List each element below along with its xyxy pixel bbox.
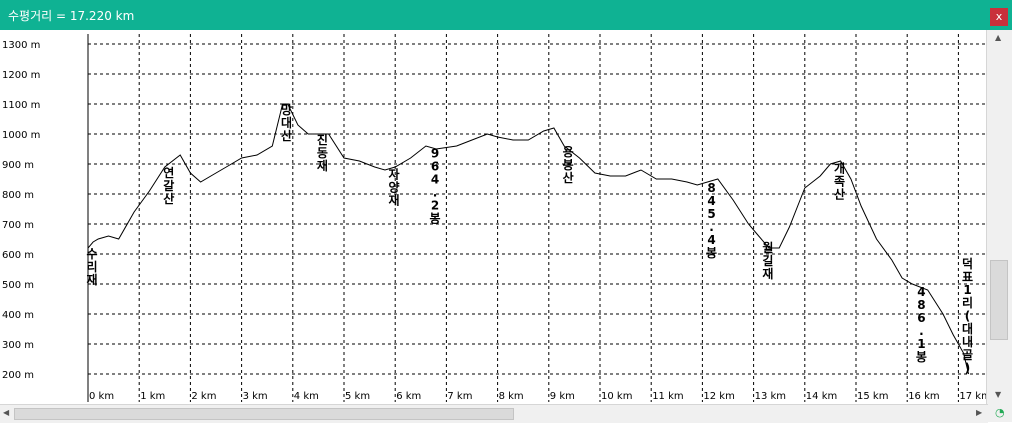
horizontal-scrollbar[interactable]: ◀ ▶ [0, 404, 988, 423]
window-title: 수평거리 = 17.220 km [8, 9, 135, 23]
x-tick-label: 4 km [294, 391, 319, 402]
x-tick-label: 3 km [243, 391, 268, 402]
y-tick-label: 200 m [2, 370, 34, 381]
y-tick-labels: 1300 m 1200 m 1100 m 1000 m 900 m 800 m 700 m 6… [2, 40, 40, 381]
x-tick-label: 2 km [191, 391, 216, 402]
x-tick-labels: 0 km 1 km 2 km 3 km 4 km 5 km 6 km 7 km 8 km 9 km… [89, 391, 988, 402]
x-tick-label: 6 km [396, 391, 421, 402]
size-grip: ◔ [988, 404, 1012, 422]
scroll-left-icon[interactable]: ◀ [3, 408, 10, 417]
x-tick-label: 17 km [959, 391, 988, 402]
x-tick-label: 9 km [550, 391, 575, 402]
x-tick-label: 8 km [499, 391, 524, 402]
x-tick-label: 16 km [908, 391, 939, 402]
scroll-up-icon[interactable]: ▲ [995, 33, 1002, 42]
x-tick-label: 11 km [652, 391, 683, 402]
x-tick-label: 13 km [755, 391, 786, 402]
y-tick-label: 900 m [2, 160, 34, 171]
y-tick-label: 800 m [2, 190, 34, 201]
elevation-line [87, 103, 970, 402]
x-tick-label: 5 km [345, 391, 370, 402]
y-tick-label: 600 m [2, 250, 34, 261]
peak-annotation: 덕 표 1 리(대 내 골) [962, 256, 973, 375]
y-tick-label: 1000 m [2, 130, 40, 141]
scroll-right-icon[interactable]: ▶ [976, 408, 983, 417]
y-tick-label: 400 m [2, 310, 34, 321]
vertical-scroll-thumb[interactable] [990, 260, 1008, 340]
y-tick-label: 300 m [2, 340, 34, 351]
y-tick-label: 1200 m [2, 70, 40, 81]
horizontal-scroll-thumb[interactable] [14, 408, 514, 420]
grid [87, 34, 985, 402]
vertical-scrollbar[interactable]: ▲ ▼ [986, 30, 1012, 404]
elevation-profile-chart: 1300 m 1200 m 1100 m 1000 m 900 m 800 m 700 m 6… [0, 30, 988, 402]
globe-icon: ◔ [995, 406, 1005, 419]
title-bar: 수평거리 = 17.220 km x [0, 0, 1012, 30]
x-tick-label: 15 km [857, 391, 888, 402]
x-tick-label: 14 km [806, 391, 837, 402]
x-tick-label: 7 km [447, 391, 472, 402]
x-tick-label: 12 km [703, 391, 734, 402]
x-tick-label: 1 km [140, 391, 165, 402]
x-tick-label: 10 km [601, 391, 632, 402]
y-tick-label: 1100 m [2, 100, 40, 111]
y-tick-label: 700 m [2, 220, 34, 231]
x-tick-label: 0 km [89, 391, 114, 402]
series [87, 103, 970, 402]
y-tick-label: 1300 m [2, 40, 40, 51]
chart-svg: 1300 m 1200 m 1100 m 1000 m 900 m 800 m 700 m 6… [2, 34, 988, 402]
scroll-down-icon[interactable]: ▼ [995, 390, 1002, 399]
close-button[interactable]: x [990, 8, 1008, 26]
y-tick-label: 500 m [2, 280, 34, 291]
close-icon: x [995, 10, 1003, 23]
